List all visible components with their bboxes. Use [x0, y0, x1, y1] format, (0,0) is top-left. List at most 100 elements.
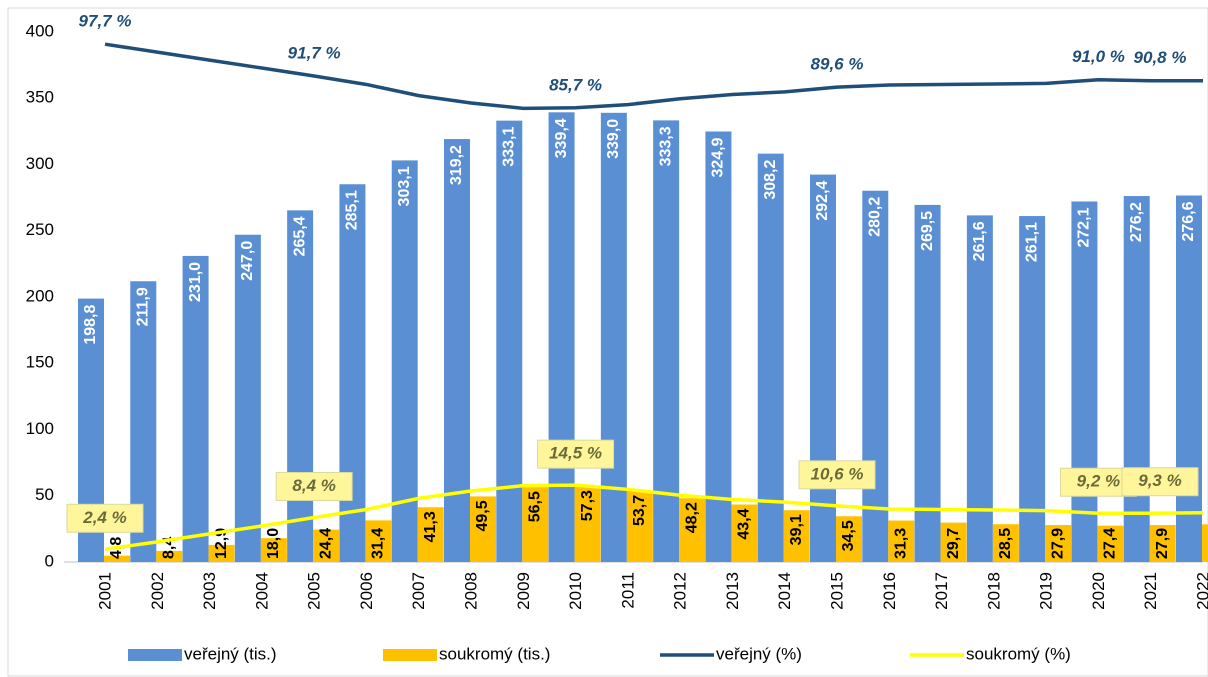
line-label: 9,3 % — [1138, 471, 1181, 490]
y-tick-label: 250 — [26, 220, 54, 239]
x-tick-label: 2009 — [514, 572, 533, 610]
bar — [182, 255, 209, 563]
bar-label: 285,1 — [344, 190, 361, 230]
x-tick-label: 2017 — [932, 572, 951, 610]
y-tick-label: 100 — [26, 419, 54, 438]
x-tick-label: 2004 — [252, 572, 271, 610]
bar-label: 261,6 — [971, 221, 988, 261]
bar-label: 339,4 — [553, 118, 570, 158]
bar-label: 41,3 — [422, 511, 439, 542]
x-tick-label: 2021 — [1141, 572, 1160, 610]
bar-label: 12,9 — [213, 528, 230, 559]
x-tick-label: 2007 — [409, 572, 428, 610]
line-label: 90,8 % — [1134, 48, 1187, 67]
bar — [574, 486, 601, 562]
label-box — [275, 471, 353, 501]
x-tick-label: 2020 — [1089, 572, 1108, 610]
legend-label: veřejný (tis.) — [184, 644, 277, 663]
bar-label: 303,1 — [396, 166, 413, 206]
x-tick-label: 2022 — [1193, 572, 1208, 610]
y-tick-label: 200 — [26, 286, 54, 305]
x-tick-label: 2013 — [723, 572, 742, 610]
bar — [888, 520, 915, 562]
bar — [966, 215, 993, 562]
bar-label: 18,0 — [265, 528, 282, 559]
line — [104, 483, 1204, 552]
x-tick-label: 2012 — [671, 572, 690, 610]
bar-label: 27,4 — [1102, 528, 1119, 559]
bar-label: 247,0 — [239, 241, 256, 281]
bar — [496, 120, 523, 562]
bar — [1097, 525, 1124, 562]
x-tick-label: 2016 — [880, 572, 899, 610]
bar-label: 31,3 — [893, 528, 910, 559]
bar-label: 276,2 — [1128, 202, 1145, 242]
bar — [417, 507, 444, 562]
y-tick-label: 350 — [26, 88, 54, 107]
bar-label: 53,7 — [631, 495, 648, 526]
bar — [260, 538, 287, 562]
bar — [470, 496, 496, 562]
bar-label: 56,5 — [527, 491, 544, 522]
bar — [522, 487, 549, 562]
bar — [1019, 216, 1046, 563]
bar-label: 231,0 — [187, 262, 204, 302]
x-tick-label: 2001 — [95, 572, 114, 610]
bar — [287, 210, 314, 562]
bar — [444, 139, 470, 562]
bar — [705, 131, 732, 562]
bar — [1176, 195, 1202, 562]
y-tick-label: 0 — [45, 551, 54, 570]
line-label: 97,7 % — [79, 12, 132, 31]
bar — [810, 174, 836, 562]
bar — [548, 112, 575, 563]
y-tick-label: 400 — [26, 21, 54, 40]
bar — [365, 520, 392, 562]
x-tick-label: 2015 — [827, 572, 846, 610]
bar — [992, 524, 1019, 562]
bar — [104, 555, 130, 562]
line-label: 91,7 % — [288, 43, 341, 62]
bar-label: 28,4 — [1206, 528, 1208, 559]
bar — [626, 490, 653, 562]
bar — [940, 522, 967, 562]
bar-label: 29,7 — [945, 528, 962, 559]
bar-label: 261,1 — [1023, 222, 1040, 262]
x-tick-label: 2011 — [618, 572, 637, 609]
bar-label: 308,2 — [762, 160, 779, 200]
bar-label: 265,4 — [291, 216, 308, 256]
bar — [156, 550, 183, 562]
bar — [1202, 524, 1208, 562]
line-label: 10,6 % — [811, 464, 864, 483]
x-tick-label: 2002 — [148, 572, 167, 610]
bar-label: 27,9 — [1049, 528, 1066, 559]
bar-label: 211,9 — [135, 287, 152, 326]
x-tick-label: 2010 — [566, 572, 585, 610]
label-box — [537, 439, 615, 469]
bar-label: 339,0 — [605, 119, 622, 159]
bar-label: 49,5 — [474, 500, 491, 531]
bar — [653, 120, 680, 562]
bar — [914, 204, 941, 562]
bar — [600, 112, 627, 562]
bar — [339, 184, 366, 562]
line-label: 2,4 % — [82, 508, 126, 527]
legend-swatch — [383, 649, 437, 661]
bar-label: 292,4 — [814, 180, 831, 220]
bar-label: 39,1 — [788, 514, 805, 545]
line-label: 9,2 % — [1077, 472, 1120, 491]
bar-label: 333,3 — [657, 126, 674, 166]
x-tick-label: 2008 — [461, 572, 480, 610]
bar-label: 269,5 — [919, 211, 936, 251]
line-label: 91,0 % — [1072, 47, 1125, 66]
bar — [313, 529, 340, 562]
bar-label: 280,2 — [867, 197, 884, 237]
line-label: 14,5 % — [549, 444, 602, 463]
label-box — [1121, 467, 1199, 497]
bar-label: 31,4 — [370, 528, 387, 559]
bar-label: 27,9 — [1154, 528, 1171, 559]
bar-label: 319,2 — [448, 145, 465, 185]
bar-label: 34,5 — [840, 520, 857, 551]
bar-label: 28,5 — [997, 528, 1014, 559]
